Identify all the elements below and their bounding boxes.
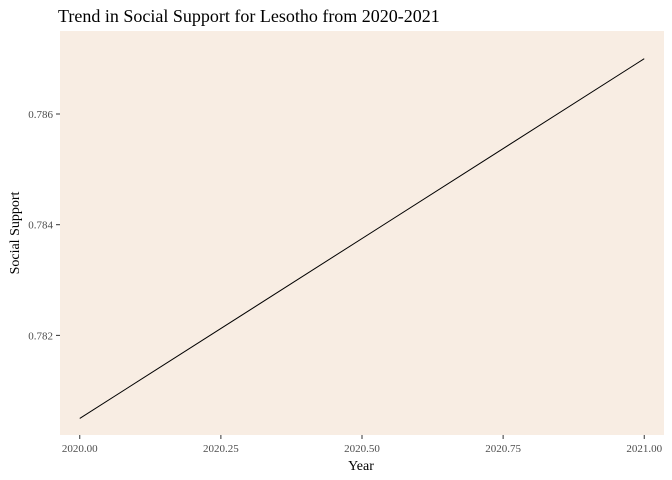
x-tick-label: 2021.00 [626, 443, 662, 455]
y-tick-label: 0.782 [28, 330, 53, 342]
x-axis: 2020.00 2020.25 2020.50 2020.75 2021.00 [62, 435, 663, 455]
x-tick-label: 2020.00 [62, 443, 98, 455]
chart-title: Trend in Social Support for Lesotho from… [58, 6, 440, 26]
x-tick-label: 2020.25 [203, 443, 239, 455]
x-axis-title: Year [348, 459, 374, 474]
plot-panel [60, 31, 664, 435]
y-axis-title: Social Support [8, 191, 23, 274]
x-tick-label: 2020.75 [485, 443, 521, 455]
y-tick-label: 0.784 [28, 220, 53, 232]
series-line [79, 58, 645, 419]
x-tick-label: 2020.50 [344, 443, 380, 455]
y-tick-label: 0.786 [28, 109, 53, 121]
series-layer [79, 58, 645, 419]
y-axis: 0.782 0.784 0.786 [28, 109, 60, 342]
